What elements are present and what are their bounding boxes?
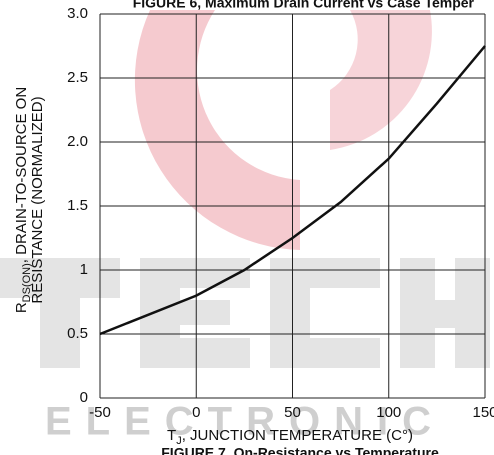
chart-title: FIGURE 6, Maximum Drain Current vs Case … xyxy=(133,0,475,11)
x-tick-label: 50 xyxy=(284,404,301,421)
watermark-letters xyxy=(0,258,490,368)
y-axis-label-line: RDS(ON), DRAIN-TO-SOURCE ON xyxy=(13,87,33,313)
data-line xyxy=(99,45,486,336)
y-tick-label: 0.5 xyxy=(67,325,88,342)
x-tick-label: 0 xyxy=(192,404,200,421)
y-tick-label: 3.0 xyxy=(67,5,88,22)
x-tick-label: 150 xyxy=(472,404,494,421)
x-axis-label: TJ, JUNCTION TEMPERATURE (C°) xyxy=(167,427,413,447)
y-tick-label: 2.0 xyxy=(67,133,88,150)
y-tick-label: 1 xyxy=(80,261,88,278)
y-tick-label: 1.5 xyxy=(67,197,88,214)
watermark-text: ELECTRONIC xyxy=(45,400,445,444)
figure-caption: FIGURE 7, On-Resistance vs Temperature xyxy=(161,445,439,455)
y-axis-label: RDS(ON), DRAIN-TO-SOURCE ON RESISTANCE (… xyxy=(13,87,46,313)
y-tick-label: 2.5 xyxy=(67,69,88,86)
y-axis-label-line: RESISTANCE (NORMALIZED) xyxy=(29,96,46,303)
watermark-arc xyxy=(300,10,432,150)
x-tick-label: -50 xyxy=(89,404,111,421)
watermark-arc xyxy=(134,10,300,250)
y-tick-label: 0 xyxy=(80,389,88,406)
x-tick-label: 100 xyxy=(376,404,401,421)
